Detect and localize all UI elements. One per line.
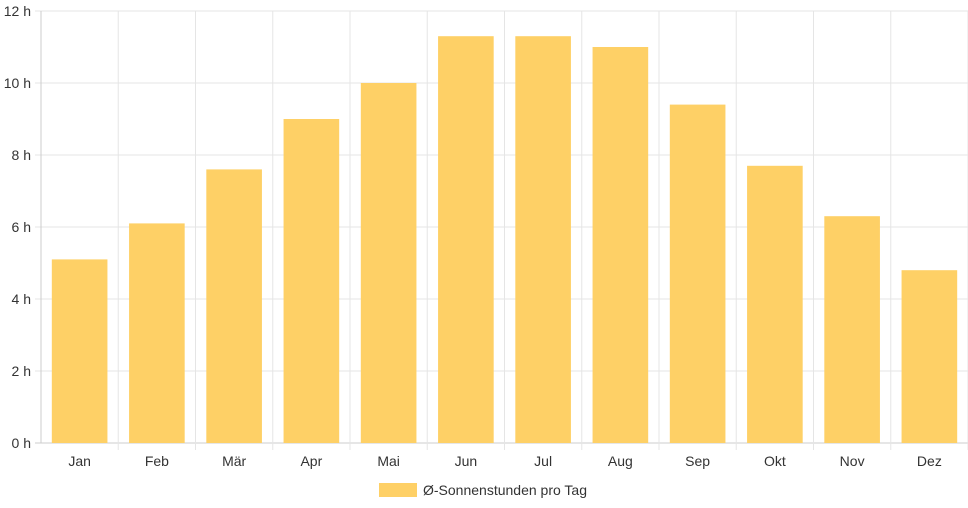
x-tick-label: Mai <box>377 453 400 469</box>
bar-series <box>51 36 958 444</box>
x-tick-label: Aug <box>608 453 633 469</box>
x-tick-label: Feb <box>145 453 169 469</box>
bar-mär[interactable] <box>206 169 262 443</box>
x-axis: Jan Feb Mär Apr Mai Jun Jul Aug Sep Okt Nov Dez <box>68 453 941 469</box>
y-axis: 0 h 2 h 4 h 6 h 8 h 10 h 12 h <box>4 3 31 451</box>
x-tick-label: Jun <box>455 453 478 469</box>
x-tick-label: Sep <box>685 453 710 469</box>
bar-apr[interactable] <box>283 119 340 443</box>
bar-jan[interactable] <box>51 259 108 443</box>
bar-mai[interactable] <box>360 83 417 443</box>
bar-jul[interactable] <box>515 36 571 443</box>
bar-nov[interactable] <box>824 216 880 443</box>
y-tick-label: 12 h <box>4 3 31 19</box>
x-tick-label: Nov <box>840 453 865 469</box>
x-tick-label: Dez <box>917 453 942 469</box>
legend-swatch[interactable] <box>379 483 417 497</box>
x-tick-label: Jul <box>534 453 552 469</box>
x-tick-label: Okt <box>764 453 786 469</box>
grid-lines <box>35 10 968 450</box>
bar-feb[interactable] <box>129 223 185 443</box>
bar-sep[interactable] <box>669 104 726 443</box>
y-tick-label: 10 h <box>4 75 31 91</box>
y-tick-label: 0 h <box>12 435 31 451</box>
y-tick-label: 8 h <box>12 147 31 163</box>
y-tick-label: 6 h <box>12 219 31 235</box>
bar-aug[interactable] <box>592 47 649 443</box>
y-tick-label: 2 h <box>12 363 31 379</box>
legend-label[interactable]: Ø-Sonnenstunden pro Tag <box>423 482 587 498</box>
x-tick-label: Mär <box>222 453 246 469</box>
legend[interactable]: Ø-Sonnenstunden pro Tag <box>379 482 587 498</box>
x-tick-label: Jan <box>68 453 91 469</box>
bar-dez[interactable] <box>901 270 958 443</box>
bar-okt[interactable] <box>747 165 803 444</box>
x-tick-label: Apr <box>300 453 322 469</box>
bar-jun[interactable] <box>438 36 494 443</box>
y-tick-label: 4 h <box>12 291 31 307</box>
